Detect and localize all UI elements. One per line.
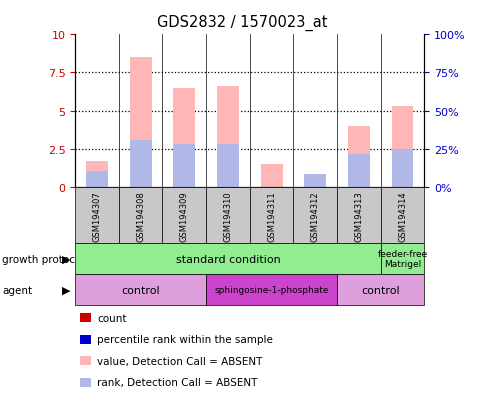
Text: agent: agent (2, 285, 32, 295)
Text: ▶: ▶ (61, 254, 70, 264)
Bar (303, 175, 325, 188)
Text: GSM194312: GSM194312 (310, 190, 319, 241)
Bar (347, 154, 369, 188)
Text: sphingosine-1-phosphate: sphingosine-1-phosphate (214, 286, 328, 294)
Bar (129, 58, 151, 188)
Bar (347, 127, 369, 188)
Bar (260, 187, 282, 188)
Text: control: control (361, 285, 399, 295)
Text: rank, Detection Call = ABSENT: rank, Detection Call = ABSENT (97, 377, 257, 387)
Text: GDS2832 / 1570023_at: GDS2832 / 1570023_at (157, 14, 327, 31)
Bar (129, 140, 151, 188)
Bar (303, 175, 325, 188)
Text: count: count (97, 313, 126, 323)
Bar (391, 150, 412, 188)
Text: control: control (121, 285, 160, 295)
Text: value, Detection Call = ABSENT: value, Detection Call = ABSENT (97, 356, 262, 366)
Bar (391, 107, 412, 188)
Text: GSM194309: GSM194309 (180, 190, 188, 241)
Text: growth protocol: growth protocol (2, 254, 85, 264)
Text: GSM194311: GSM194311 (267, 190, 275, 241)
Bar (260, 165, 282, 188)
Text: percentile rank within the sample: percentile rank within the sample (97, 335, 272, 344)
Bar (173, 145, 195, 188)
Text: feeder-free
Matrigel: feeder-free Matrigel (377, 249, 427, 269)
Text: GSM194308: GSM194308 (136, 190, 145, 241)
Text: standard condition: standard condition (175, 254, 280, 264)
Text: GSM194307: GSM194307 (92, 190, 101, 241)
Bar (86, 171, 107, 188)
Text: GSM194313: GSM194313 (354, 190, 363, 241)
Text: GSM194314: GSM194314 (397, 190, 406, 241)
Text: GSM194310: GSM194310 (223, 190, 232, 241)
Bar (216, 87, 238, 188)
Bar (86, 162, 107, 188)
Bar (216, 145, 238, 188)
Text: ▶: ▶ (61, 285, 70, 295)
Bar (173, 88, 195, 188)
